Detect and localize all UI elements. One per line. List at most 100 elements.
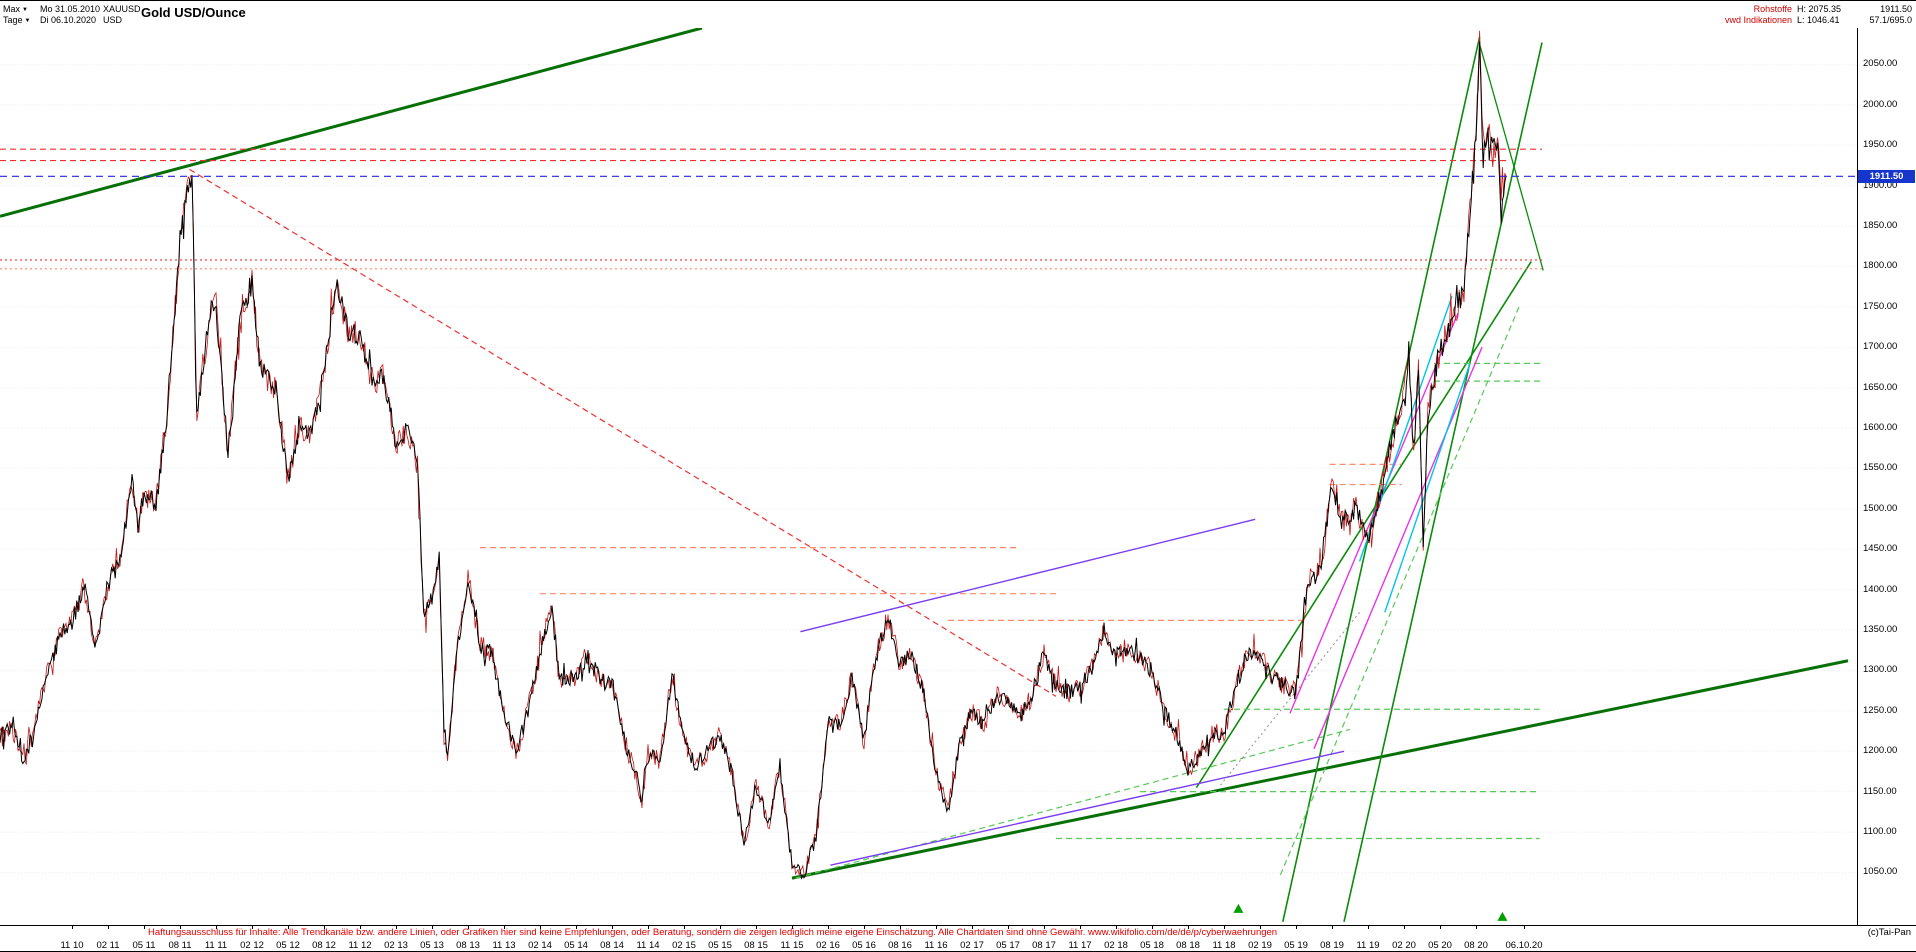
time-axis-tick bbox=[756, 926, 757, 929]
category-label: Rohstoffe bbox=[1753, 4, 1792, 14]
price-axis-label: 1250.00 bbox=[1863, 704, 1898, 716]
time-axis-label: 05 16 bbox=[852, 940, 876, 951]
plot-bottom-border bbox=[0, 925, 1916, 926]
time-axis-label: 02 15 bbox=[672, 940, 696, 951]
time-axis-label: 08 13 bbox=[456, 940, 480, 951]
price-axis-label: 2050.00 bbox=[1863, 58, 1898, 70]
time-axis-label: 11 17 bbox=[1068, 940, 1092, 951]
price-axis-label: 1850.00 bbox=[1863, 219, 1898, 231]
trend-line bbox=[189, 168, 1057, 697]
up-triangle-marker bbox=[1497, 911, 1508, 921]
time-axis-label: 02 14 bbox=[528, 940, 552, 951]
time-axis-tick bbox=[504, 926, 505, 929]
symbol: XAUUSD bbox=[103, 4, 141, 14]
trend-line bbox=[800, 518, 1256, 633]
time-axis-label: 08 17 bbox=[1032, 940, 1056, 951]
time-axis-label: 11 12 bbox=[348, 940, 372, 951]
time-axis-tick bbox=[360, 926, 361, 929]
time-axis-tick bbox=[1332, 926, 1333, 929]
time-axis-label: 02 16 bbox=[816, 940, 840, 951]
time-axis-tick bbox=[468, 926, 469, 929]
trend-line bbox=[1289, 312, 1459, 714]
time-axis-tick bbox=[540, 926, 541, 929]
price-axis-label: 1600.00 bbox=[1863, 422, 1898, 433]
time-axis-tick bbox=[612, 926, 613, 929]
time-axis-tick bbox=[1296, 926, 1297, 929]
chevron-down-icon: ▼ bbox=[22, 7, 28, 13]
trend-line bbox=[795, 728, 1351, 879]
trend-line bbox=[1313, 346, 1483, 750]
time-axis-tick bbox=[1404, 926, 1405, 929]
time-axis-tick bbox=[288, 926, 289, 929]
price-axis-label: 1150.00 bbox=[1863, 785, 1897, 797]
trend-line bbox=[1384, 363, 1471, 613]
range-dropdown-label: Max bbox=[3, 4, 21, 14]
time-axis-tick bbox=[1260, 926, 1261, 929]
time-axis-label: 05 15 bbox=[708, 940, 732, 951]
time-axis-tick bbox=[396, 926, 397, 929]
time-axis-tick bbox=[252, 926, 253, 929]
period-dropdown-label: Tage bbox=[3, 15, 23, 25]
price-axis-label: 1500.00 bbox=[1863, 502, 1898, 514]
time-axis-tick bbox=[576, 926, 577, 929]
provider-label: vwd Indikationen bbox=[1724, 15, 1792, 25]
low-value: L: 1046.41 bbox=[1797, 15, 1840, 25]
up-triangle-marker bbox=[1233, 903, 1244, 913]
time-axis-tick bbox=[432, 926, 433, 929]
copyright: (c)Tai-Pan bbox=[1867, 927, 1911, 938]
price-axis-label: 1400.00 bbox=[1863, 583, 1898, 595]
time-axis-label: 02 12 bbox=[240, 940, 264, 951]
time-axis-label: 05 20 bbox=[1428, 940, 1452, 951]
trend-line bbox=[1478, 43, 1544, 271]
time-axis-tick bbox=[1188, 926, 1189, 929]
price-chart[interactable] bbox=[0, 28, 1857, 925]
time-axis-label: 02 13 bbox=[384, 940, 408, 951]
price-axis-label: 1100.00 bbox=[1863, 826, 1897, 838]
time-axis-label: 11 11 bbox=[204, 940, 228, 951]
time-axis-tick bbox=[1440, 926, 1441, 929]
time-axis-label: 08 16 bbox=[888, 940, 912, 951]
trend-line bbox=[1343, 42, 1543, 922]
currency: USD bbox=[103, 15, 123, 25]
current-price-badge: 1911.50 bbox=[1858, 169, 1915, 183]
trend-line bbox=[1279, 303, 1521, 876]
time-axis-label: 06.10.20 bbox=[1505, 940, 1543, 951]
time-axis-label: 11 13 bbox=[492, 940, 516, 951]
time-axis-label: 05 18 bbox=[1140, 940, 1164, 951]
price-axis-label: 1550.00 bbox=[1863, 462, 1898, 474]
price-series bbox=[0, 41, 1507, 880]
price-axis-label: 1050.00 bbox=[1863, 866, 1898, 878]
time-axis-label: 02 18 bbox=[1104, 940, 1128, 951]
time-axis-tick bbox=[828, 926, 829, 929]
range-dropdown[interactable]: Max ▼ bbox=[3, 4, 28, 16]
time-axis-label: 11 16 bbox=[924, 940, 948, 951]
last-price: 1911.50 bbox=[1880, 4, 1912, 14]
time-axis-label: 11 19 bbox=[1356, 940, 1380, 951]
price-axis: 1050.00 1100.00 1150.00 1200.00 1250.00 1300.… bbox=[1857, 28, 1916, 925]
time-axis-label: 08 15 bbox=[744, 940, 768, 951]
time-axis-label: 05 13 bbox=[420, 940, 444, 951]
price-axis-label: 1700.00 bbox=[1863, 341, 1898, 353]
start-date: Mo 31.05.2010 bbox=[40, 4, 101, 14]
price-axis-label: 1300.00 bbox=[1863, 664, 1898, 676]
period-dropdown[interactable]: Tage ▼ bbox=[3, 15, 30, 27]
time-axis-tick bbox=[1116, 926, 1117, 929]
price-axis-label: 1650.00 bbox=[1863, 381, 1898, 393]
time-axis-tick bbox=[1524, 926, 1525, 929]
price-axis-label: 1450.00 bbox=[1863, 543, 1898, 555]
time-axis-label: 08 14 bbox=[600, 940, 624, 951]
time-axis-tick bbox=[108, 926, 109, 929]
time-axis-tick bbox=[144, 926, 145, 929]
time-axis-tick bbox=[1044, 926, 1045, 929]
chevron-down-icon: ▼ bbox=[24, 18, 31, 24]
trend-line bbox=[830, 750, 1345, 866]
time-axis-label: 02 11 bbox=[96, 940, 120, 951]
time-axis-tick bbox=[1152, 926, 1153, 929]
page-title: Gold USD/Ounce bbox=[141, 5, 246, 20]
time-axis-label: 05 19 bbox=[1284, 940, 1308, 951]
time-axis-tick bbox=[792, 926, 793, 929]
time-axis-tick bbox=[1224, 926, 1225, 929]
time-axis-tick bbox=[324, 926, 325, 929]
time-axis-label: 08 20 bbox=[1464, 940, 1488, 951]
time-axis-tick bbox=[900, 926, 901, 929]
